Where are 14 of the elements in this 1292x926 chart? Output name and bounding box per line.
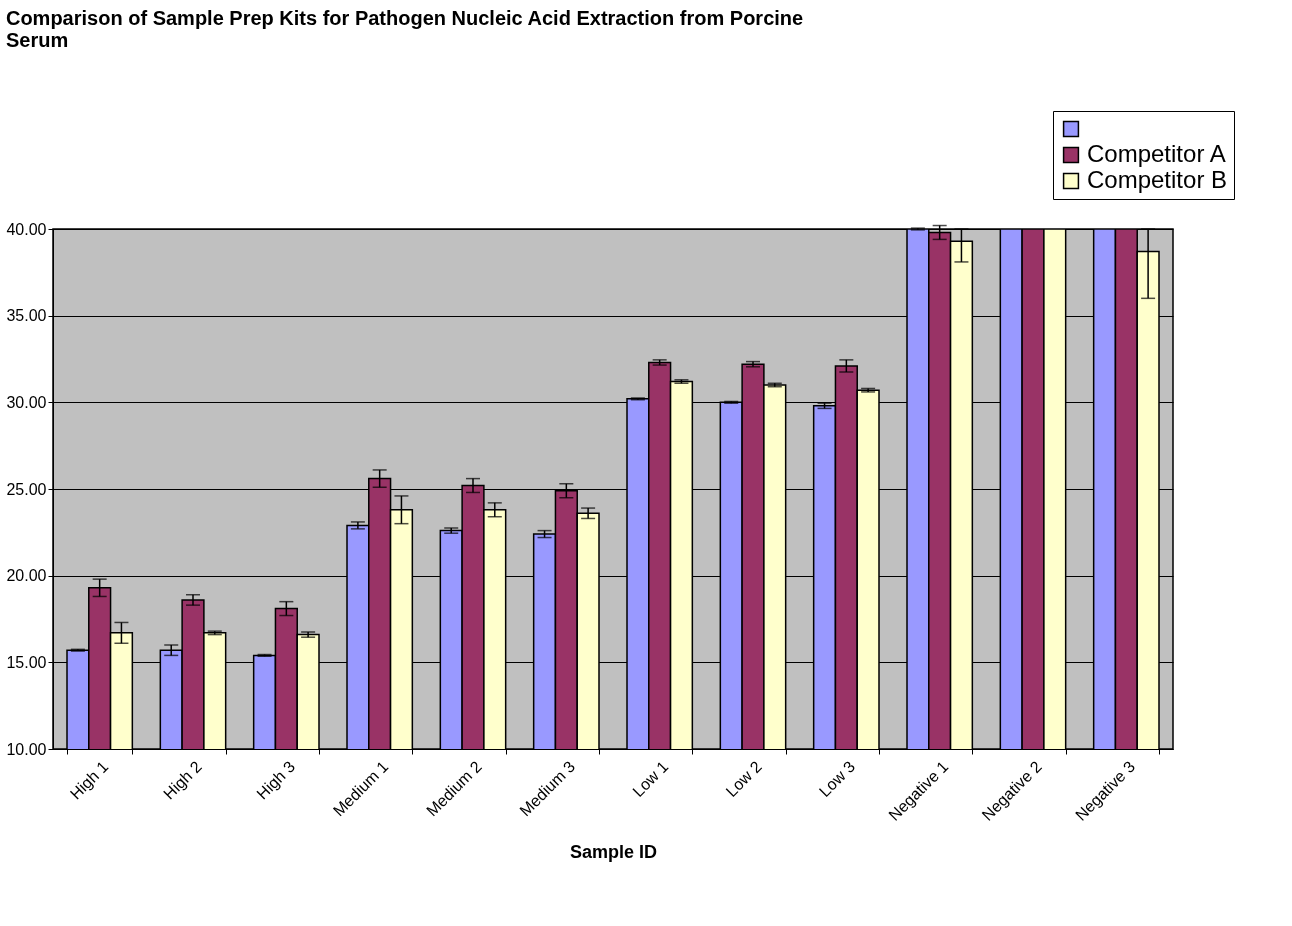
legend-label: Competitor B <box>1087 166 1228 193</box>
x-tick-label: Low 1 <box>629 757 672 801</box>
x-tick-label: Low 2 <box>722 757 765 801</box>
x-tick-label: Low 3 <box>815 757 859 801</box>
y-tick-label: 15.00 <box>6 653 47 671</box>
y-tick-label: 40.00 <box>6 220 47 238</box>
legend-label: Competitor A <box>1087 140 1226 167</box>
y-tick-label: 25.00 <box>6 480 47 498</box>
y-tick-label: 20.00 <box>6 567 47 585</box>
y-tick-label: 10.00 <box>6 740 47 758</box>
y-tick-label: 35.00 <box>6 307 47 325</box>
y-tick-label: 30.00 <box>6 393 47 411</box>
x-axis-title: Sample ID <box>569 841 658 862</box>
chart-title: Comparison of Sample Prep Kits for Pathogen Nucleic Acid Extraction from Porcine Serum <box>5 6 804 51</box>
